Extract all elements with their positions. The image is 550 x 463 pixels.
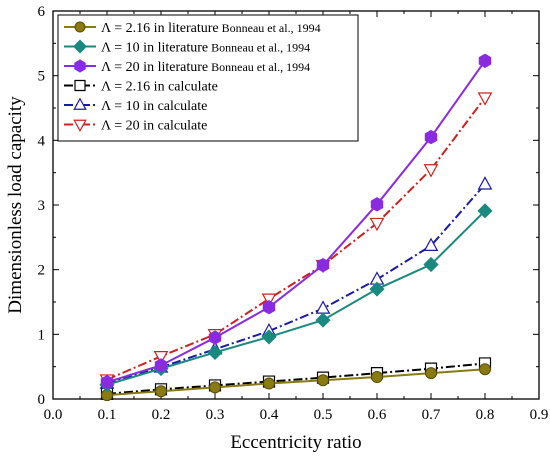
legend: Λ = 2.16 in literature Bonneau et al., 1… [57,14,359,142]
legend-label-citation: Bonneau et al., 1994 [208,41,310,55]
data-point-triangle-up [423,237,439,252]
legend-label-citation: Bonneau et al., 1994 [219,21,321,35]
legend-label: Λ = 20 in calculate [101,119,207,134]
data-point-hexagon [208,330,222,345]
axis-ticks: 0.0 0.1 0.2 0.3 0.4 0.5 0.6 0.7 0.8 0.9 0 1 2 3 4 5 6 [38,4,549,423]
series-line [106,97,486,381]
data-point-hexagon [478,53,492,68]
y-axis-title: Dimensionless load capacity [5,96,26,314]
legend-label: Λ = 10 in literature Bonneau et al., 199… [101,41,310,56]
legend-label-main: Λ = 2.16 in calculate [101,80,218,95]
data-point-triangle-down [73,119,87,132]
legend-box [57,14,359,142]
data-point-square [74,79,86,92]
y-tick-label: 4 [38,133,46,149]
legend-label: Λ = 2.16 in literature Bonneau et al., 1… [101,21,321,36]
series-line [106,183,486,385]
data-point-triangle-down [153,351,169,365]
data-point-hexagon [316,257,330,273]
data-point-diamond [207,344,223,361]
y-tick-label: 3 [38,198,46,214]
data-point-diamond [369,281,385,297]
x-tick-label: 0.6 [368,407,387,423]
legend-label-main: Λ = 20 in literature [101,60,208,75]
data-point-hexagon [74,59,86,73]
legend-label-citation: Bonneau et al., 1994 [208,60,310,74]
x-axis-title: Eccentricity ratio [230,432,361,453]
y-tick-label: 2 [38,263,46,279]
x-tick-label: 0.1 [98,407,117,423]
data-point-circle [263,377,275,390]
data-point-triangle-up [477,176,493,190]
data-point-diamond [477,203,493,219]
legend-entry: Λ = 10 in literature Bonneau et al., 199… [64,39,310,56]
legend-entry: Λ = 20 in calculate [64,119,207,134]
data-point-circle [209,381,221,394]
x-tick-label: 0.2 [152,407,171,423]
legend-label: Λ = 10 in calculate [101,99,207,114]
data-point-triangle-down [261,293,277,307]
x-tick-label: 0.5 [314,407,333,423]
x-tick-label: 0.4 [260,407,279,423]
series-line [106,362,486,395]
data-point-circle [155,385,167,398]
x-tick-label: 0.8 [476,407,495,423]
y-tick-label: 1 [38,327,46,343]
series-line [106,210,486,386]
legend-label: Λ = 20 in literature Bonneau et al., 199… [101,60,310,75]
data-point-hexagon [100,375,114,390]
data-point-triangle-down [423,164,439,178]
x-tick-label: 0.9 [530,407,549,423]
legend-label-main: Λ = 20 in calculate [101,119,207,134]
x-tick-label: 0.0 [44,407,63,423]
data-point-diamond [315,312,331,328]
legend-entry: Λ = 2.16 in literature Bonneau et al., 1… [64,21,321,36]
data-point-circle [317,374,329,387]
data-point-hexagon [262,299,276,315]
data-point-circle [371,371,383,384]
data-point-diamond [261,329,277,345]
legend-label: Λ = 2.16 in calculate [101,80,218,95]
x-tick-label: 0.7 [422,407,441,423]
series-0 [101,363,491,402]
legend-entry: Λ = 2.16 in calculate [64,80,218,95]
data-point-triangle-up [315,300,331,314]
legend-entry: Λ = 10 in calculate [64,97,207,114]
legend-label-main: Λ = 2.16 in literature [101,21,219,36]
series-line [106,368,486,397]
legend-label-main: Λ = 10 in calculate [101,99,207,114]
y-tick-label: 6 [38,4,46,20]
data-point-diamond [423,256,439,273]
legend-label-main: Λ = 10 in literature [101,41,208,56]
data-point-hexagon [424,129,438,145]
x-tick-label: 0.3 [206,407,225,423]
series-layer [99,53,493,402]
series-line [106,60,486,384]
data-point-circle [479,363,491,376]
data-point-hexagon [154,358,168,373]
y-tick-label: 5 [38,69,46,85]
y-tick-label: 0 [38,392,46,408]
data-point-diamond [73,39,87,54]
series-2 [100,53,492,390]
legend-entry: Λ = 20 in literature Bonneau et al., 199… [64,59,310,75]
data-point-triangle-up [73,97,87,110]
data-point-circle [74,21,86,33]
data-point-hexagon [370,197,384,212]
data-point-circle [425,367,437,380]
data-point-triangle-down [477,92,493,106]
data-point-triangle-down [369,217,385,232]
